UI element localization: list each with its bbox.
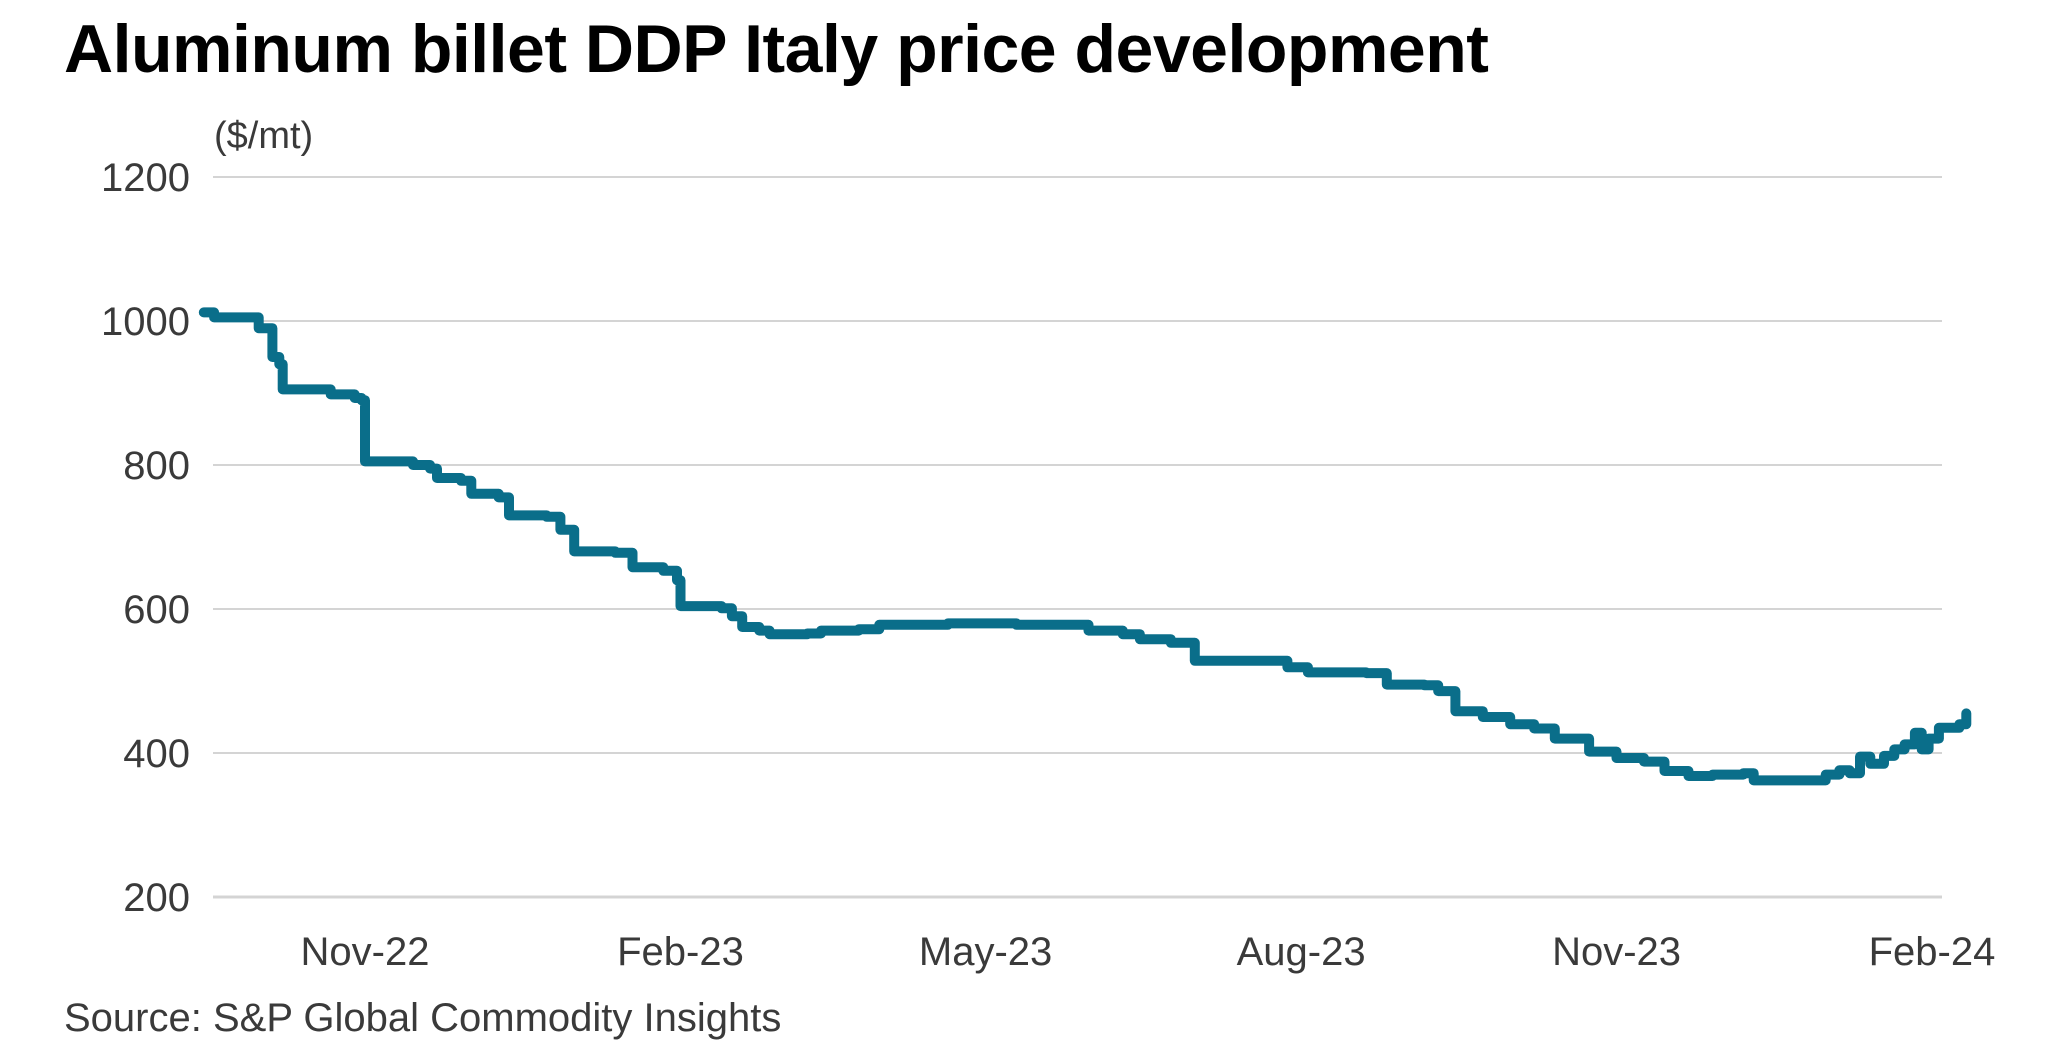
y-tick-label: 1200 [101,156,190,200]
y-axis-ticks: 200 400 600 800 1000 1200 [101,156,190,920]
source-note: Source: S&P Global Commodity Insights [64,996,782,1040]
x-tick-label: Nov-22 [301,930,430,974]
y-axis-unit-label: ($/mt) [214,115,313,157]
y-tick-label: 1000 [101,300,190,344]
x-tick-label: Nov-23 [1552,930,1681,974]
y-tick-label: 600 [123,588,190,632]
y-tick-label: 200 [123,876,190,920]
x-tick-label: May-23 [919,930,1052,974]
gridlines [213,176,1942,899]
x-tick-label: Feb-23 [617,930,744,974]
x-axis-ticks: Nov-22 Feb-23 May-23 Aug-23 Nov-23 Feb-24 [301,930,1996,974]
series-layer [198,307,1972,786]
x-tick-label: Feb-24 [1869,930,1996,974]
y-tick-label: 800 [123,444,190,488]
x-tick-label: Aug-23 [1237,930,1366,974]
series-line [198,307,1972,786]
y-tick-label: 400 [123,732,190,776]
chart-title: Aluminum billet DDP Italy price developm… [64,11,1489,87]
chart: 200 400 600 800 1000 1200 Nov-22 Feb-23 May-23 A… [101,115,1996,974]
